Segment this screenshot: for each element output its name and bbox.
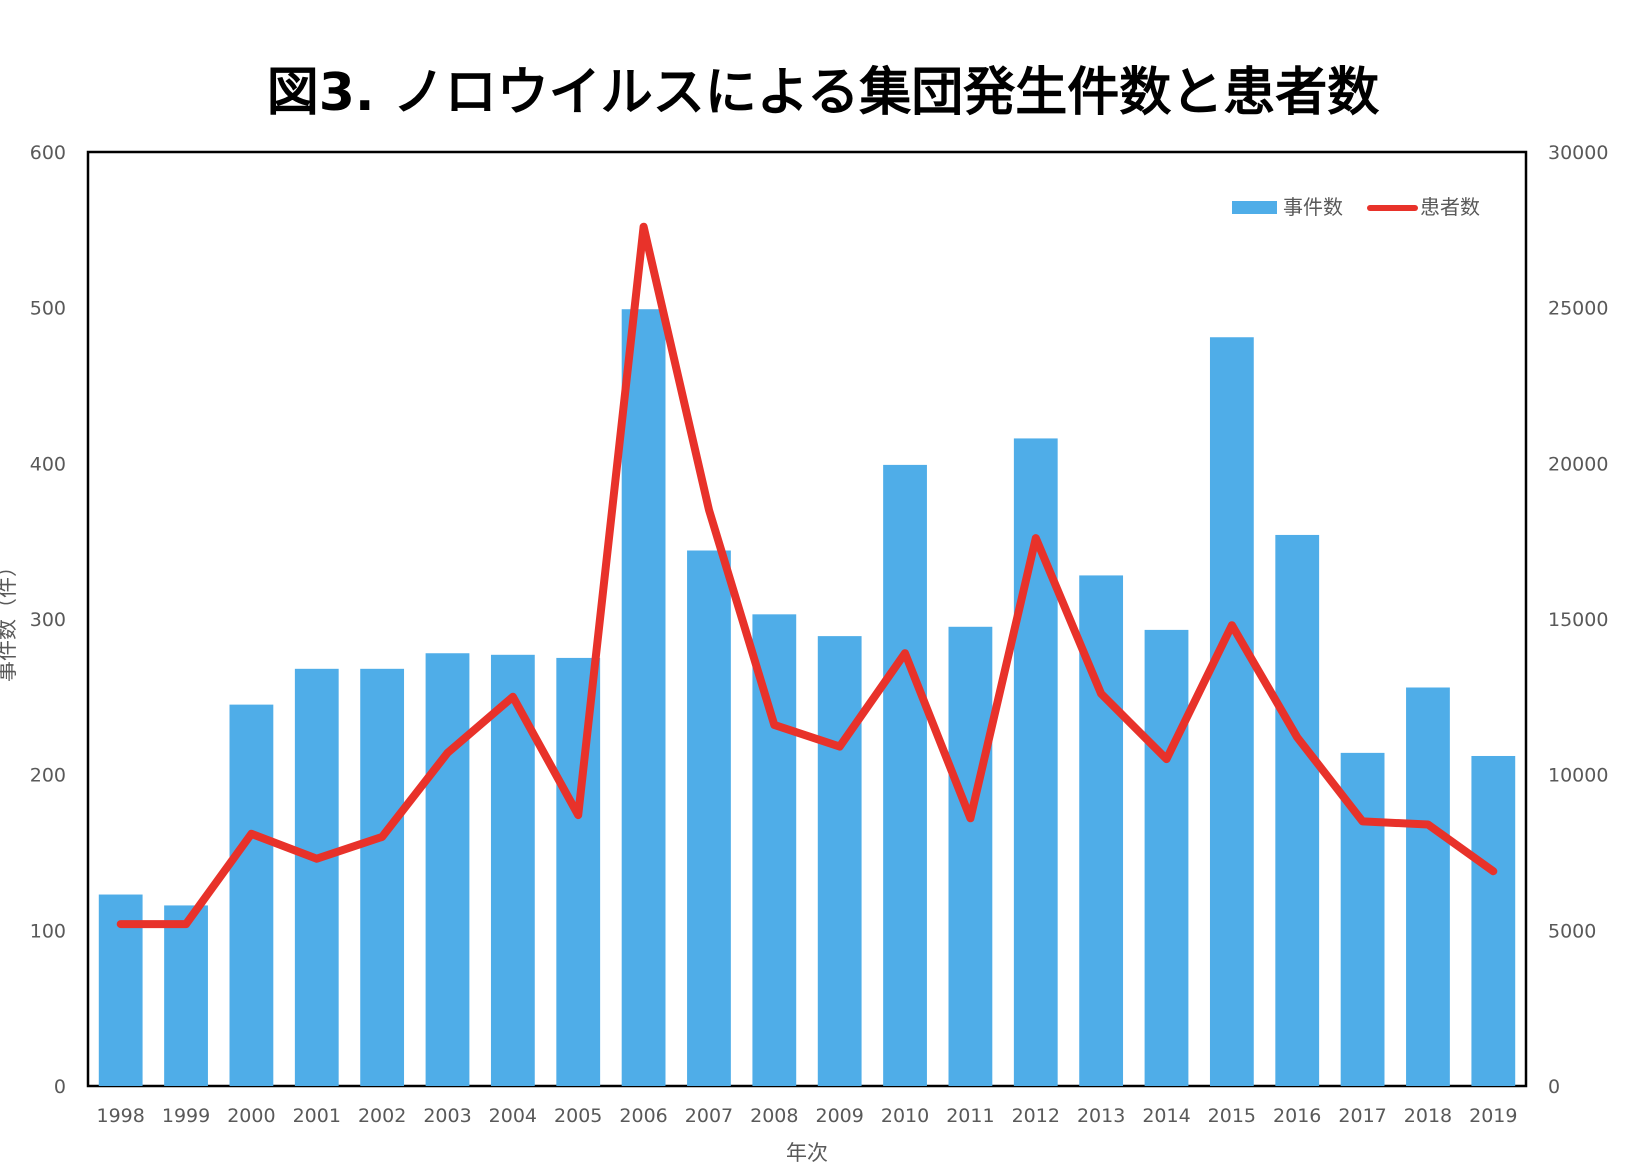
x-tick-label: 2011	[946, 1105, 994, 1127]
left-tick-label: 300	[30, 609, 66, 631]
left-tick-label: 500	[30, 298, 66, 320]
line-series-patients	[116, 222, 1498, 929]
legend-label-line: 患者数	[1420, 195, 1480, 219]
right-axis-ticks: 0 5000 10000 15000 20000 25000 30000	[1548, 142, 1608, 1098]
line-point-1999	[185, 923, 188, 926]
line-point-2016	[1296, 736, 1299, 739]
line-point-2019	[1492, 870, 1495, 873]
left-tick-label: 200	[30, 765, 66, 787]
line-point-2013	[1100, 692, 1103, 695]
line-point-2011	[969, 817, 972, 820]
line-point-2001	[315, 857, 318, 860]
plot-area-frame	[86, 150, 1528, 1088]
bar-2005	[556, 657, 601, 1086]
bar-2019	[1471, 755, 1516, 1086]
x-tick-label: 1999	[162, 1105, 210, 1127]
x-axis-title: 年次	[786, 1141, 828, 1165]
bars-layer	[98, 309, 1516, 1087]
line-layer	[116, 222, 1498, 929]
right-tick-label: 20000	[1548, 453, 1608, 475]
x-tick-label: 2012	[1012, 1105, 1060, 1127]
x-tick-label: 2019	[1469, 1105, 1517, 1127]
line-point-2003	[446, 751, 449, 754]
chart-title: 図3. ノロウイルスによる集団発生件数と患者数	[267, 63, 1379, 123]
right-tick-label: 30000	[1548, 142, 1608, 164]
x-tick-label: 2015	[1208, 1105, 1256, 1127]
left-tick-label: 600	[30, 142, 66, 164]
line-point-2018	[1426, 823, 1429, 826]
right-tick-label: 10000	[1548, 765, 1608, 787]
bar-2002	[360, 668, 405, 1086]
legend-swatch-bar	[1232, 201, 1277, 214]
x-tick-label: 2004	[489, 1105, 537, 1127]
line-point-2000	[250, 832, 253, 835]
bar-2008	[752, 614, 797, 1086]
line-point-2012	[1034, 537, 1037, 540]
x-tick-label: 2000	[227, 1105, 275, 1127]
bar-2007	[687, 550, 731, 1086]
x-tick-label: 2017	[1338, 1105, 1386, 1127]
line-point-2014	[1165, 758, 1168, 761]
left-tick-label: 100	[30, 920, 66, 942]
bar-2015	[1209, 337, 1254, 1086]
bar-2009	[817, 636, 862, 1086]
bar-2014	[1144, 629, 1189, 1086]
right-tick-label: 5000	[1548, 920, 1596, 942]
bar-2006	[621, 309, 666, 1086]
x-tick-label: 2013	[1077, 1105, 1125, 1127]
bar-2010	[883, 464, 927, 1086]
x-tick-label: 2014	[1142, 1105, 1190, 1127]
right-tick-label: 0	[1548, 1076, 1560, 1098]
line-point-2007	[707, 509, 710, 512]
bar-2018	[1406, 687, 1450, 1086]
line-point-2004	[511, 695, 514, 698]
line-point-2015	[1230, 624, 1233, 627]
legend: 事件数 患者数	[1232, 195, 1480, 219]
y-axis-title: 事件数（件）	[0, 556, 19, 682]
bar-2001	[294, 668, 339, 1086]
left-tick-label: 0	[54, 1076, 66, 1098]
line-point-2010	[904, 652, 907, 655]
line-point-2009	[838, 745, 841, 748]
legend-label-bar: 事件数	[1283, 195, 1343, 219]
left-tick-label: 400	[30, 453, 66, 475]
x-tick-label: 2016	[1273, 1105, 1321, 1127]
bar-2003	[425, 653, 470, 1086]
line-point-2008	[773, 723, 776, 726]
x-tick-label: 1998	[97, 1105, 145, 1127]
line-point-1998	[119, 923, 122, 926]
x-tick-label: 2002	[358, 1105, 406, 1127]
x-tick-label: 2003	[423, 1105, 471, 1127]
bar-2016	[1275, 534, 1320, 1086]
x-tick-label: 2005	[554, 1105, 602, 1127]
x-tick-label: 2006	[619, 1105, 667, 1127]
right-tick-label: 25000	[1548, 298, 1608, 320]
x-tick-label: 2007	[685, 1105, 733, 1127]
bar-1999	[164, 905, 208, 1086]
line-point-2017	[1361, 820, 1364, 823]
line-point-2002	[381, 835, 384, 838]
x-tick-label: 2018	[1404, 1105, 1452, 1127]
x-tick-label: 2009	[816, 1105, 864, 1127]
x-tick-label: 2010	[881, 1105, 929, 1127]
bar-2011	[948, 626, 993, 1086]
x-axis-ticks: 1998 1999 2000 2001 2002 2003 2004 2005 2006 2007…	[97, 1105, 1518, 1127]
x-tick-label: 2008	[750, 1105, 798, 1127]
right-tick-label: 15000	[1548, 609, 1608, 631]
left-axis-ticks: 0 100 200 300 400 500 600	[30, 142, 66, 1098]
bar-2000	[229, 704, 274, 1086]
x-tick-label: 2001	[293, 1105, 341, 1127]
line-point-2006	[642, 225, 645, 228]
line-point-2005	[577, 814, 580, 817]
